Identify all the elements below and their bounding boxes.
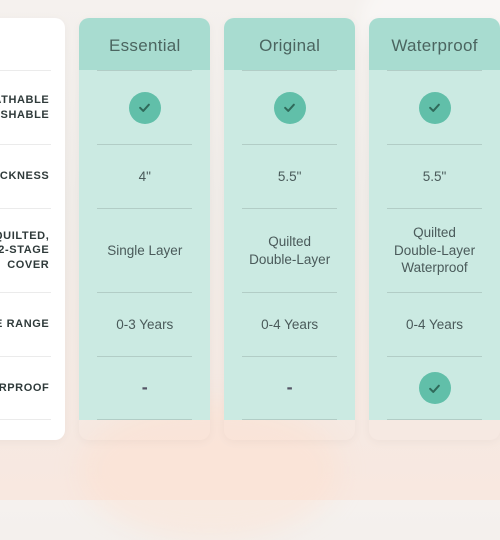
plan-cell: 0-4 Years (242, 292, 337, 356)
dash-icon: - (287, 376, 293, 399)
plan-body: 4" Single Layer 0-3 Years - (79, 70, 210, 420)
plan-cell (387, 356, 482, 420)
feature-text: QUILTED,2-STAGE COVER (0, 229, 49, 272)
plan-cell (387, 70, 482, 144)
plan-cell: - (242, 356, 337, 420)
plan-cell: QuiltedDouble-LayerWaterproof (387, 208, 482, 292)
check-icon (419, 92, 451, 124)
plan-cell-text: 0-3 Years (116, 316, 173, 334)
plan-header[interactable]: Essential (79, 18, 210, 70)
plan-column: Essential 4" Single Layer 0-3 Years - (79, 18, 210, 440)
feature-label: AGE RANGE (0, 292, 51, 356)
plan-cell-text: 5.5" (423, 168, 447, 186)
check-icon (129, 92, 161, 124)
plan-cell: - (97, 356, 192, 420)
check-icon (419, 372, 451, 404)
feature-text: WATERPROOF (0, 381, 49, 395)
plan-cell-text: 5.5" (278, 168, 302, 186)
plan-column: Original 5.5" QuiltedDouble-Layer 0-4 Years… (224, 18, 355, 440)
plan-header[interactable]: Original (224, 18, 355, 70)
plan-cell-text: 4" (139, 168, 151, 186)
plan-cell: 5.5" (242, 144, 337, 208)
feature-label: WATERPROOF (0, 356, 51, 420)
plan-cell: 0-4 Years (387, 292, 482, 356)
feature-label: BREATHABLE& WASHABLE (0, 70, 51, 144)
plan-body: 5.5" QuiltedDouble-Layer 0-4 Years - (224, 70, 355, 420)
plan-cell: QuiltedDouble-Layer (242, 208, 337, 292)
features-column: BREATHABLE& WASHABLE THICKNESS QUILTED,2… (0, 18, 65, 440)
feature-label: QUILTED,2-STAGE COVER (0, 208, 51, 292)
comparison-table: BREATHABLE& WASHABLE THICKNESS QUILTED,2… (0, 0, 500, 458)
plan-cell-text: Single Layer (107, 242, 182, 260)
plan-cell-text: 0-4 Years (261, 316, 318, 334)
plan-column: Waterproof 5.5" QuiltedDouble-LayerWaterpr… (369, 18, 500, 440)
plan-cell: Single Layer (97, 208, 192, 292)
plan-body: 5.5" QuiltedDouble-LayerWaterproof 0-4 Yea… (369, 70, 500, 420)
features-body: BREATHABLE& WASHABLE THICKNESS QUILTED,2… (0, 70, 65, 420)
plan-cell: 4" (97, 144, 192, 208)
plan-cell-text: QuiltedDouble-LayerWaterproof (394, 224, 475, 277)
plan-cell-text: 0-4 Years (406, 316, 463, 334)
feature-text: AGE RANGE (0, 317, 49, 331)
plan-cell: 0-3 Years (97, 292, 192, 356)
plan-cell: 5.5" (387, 144, 482, 208)
check-icon (274, 92, 306, 124)
plan-cell (97, 70, 192, 144)
feature-text: THICKNESS (0, 169, 49, 183)
plan-cell (242, 70, 337, 144)
plan-header[interactable]: Waterproof (369, 18, 500, 70)
feature-label: THICKNESS (0, 144, 51, 208)
feature-text: BREATHABLE& WASHABLE (0, 93, 49, 122)
dash-icon: - (142, 376, 148, 399)
plan-cell-text: QuiltedDouble-Layer (249, 233, 330, 268)
